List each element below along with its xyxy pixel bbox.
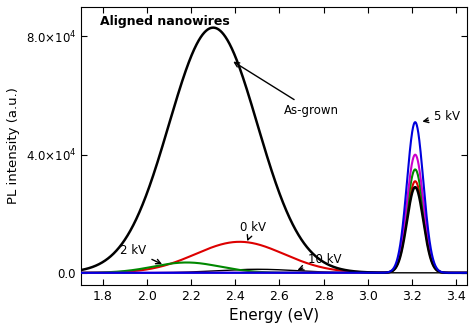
X-axis label: Energy (eV): Energy (eV)	[229, 308, 319, 323]
Text: Aligned nanowires: Aligned nanowires	[100, 15, 230, 28]
Text: 5 kV: 5 kV	[424, 110, 460, 123]
Text: 10 kV: 10 kV	[299, 253, 342, 270]
Text: 2 kV: 2 kV	[120, 244, 161, 264]
Text: 0 kV: 0 kV	[240, 220, 265, 240]
Text: As-grown: As-grown	[235, 62, 339, 117]
Y-axis label: PL intensity (a.u.): PL intensity (a.u.)	[7, 87, 20, 204]
